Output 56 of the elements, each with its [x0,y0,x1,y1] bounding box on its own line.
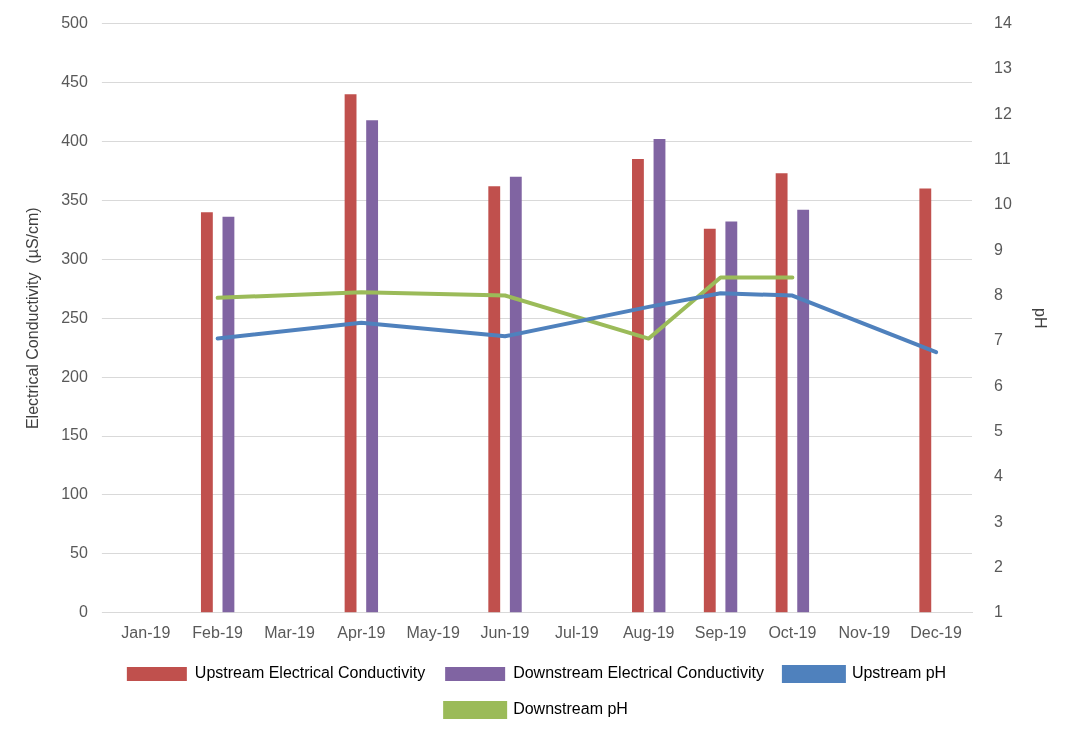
y2-tick-label: 11 [994,149,1011,167]
x-tick-label: Feb-19 [192,623,244,641]
y-tick-label: 450 [61,72,88,90]
x-tick-label: Aug-19 [622,623,675,641]
x-tick-label: Jan-19 [121,623,171,641]
bar [632,159,644,613]
x-tick-label: Mar-19 [264,623,315,641]
bar [919,188,932,613]
x-tick-label: Jun-19 [480,623,530,641]
y-tick-label: 250 [61,308,88,326]
x-tick-label: Sep-19 [694,623,747,641]
y2-tick-label: 2 [994,557,1003,575]
y-tick-label: 200 [61,367,88,385]
legend-label: Upstream Electrical Conductivity [194,664,426,682]
bar [775,173,788,613]
y2-tick-label: 7 [994,331,1003,349]
bar [797,209,810,613]
y-axis-title: Electrical Conductivity (µS/cm) [24,207,42,430]
y2-tick-label: 6 [994,376,1003,394]
bar [725,221,738,613]
bar [200,212,213,613]
x-tick-label: Nov-19 [838,623,891,641]
y2-tick-label: 14 [994,14,1012,32]
y-tick-label: 50 [70,544,88,562]
y2-axis-title: pH [1031,307,1049,329]
y-tick-label: 400 [61,131,88,149]
y2-tick-label: 8 [994,285,1003,303]
bar [344,94,357,613]
x-tick-label: May-19 [406,623,460,641]
bar [703,228,716,613]
legend-label: Downstream pH [513,700,628,718]
y2-tick-label: 9 [994,240,1003,258]
y-tick-label: 150 [61,426,88,444]
bar [509,176,522,613]
y2-tick-label: 4 [994,467,1003,485]
y2-tick-label: 13 [994,59,1012,77]
y2-tick-label: 10 [994,195,1012,213]
y2-tick-label: 12 [994,104,1012,122]
legend-label: Upstream pH [851,664,947,682]
y-tick-label: 300 [61,249,88,267]
y-tick-label: 350 [61,190,88,208]
x-tick-label: Dec-19 [910,623,962,641]
bar [653,139,666,613]
legend-label: Downstream Electrical Conductivity [513,664,764,682]
y2-tick-label: 1 [994,603,1003,621]
y2-tick-label: 5 [994,421,1003,439]
bar [366,120,379,613]
bar [222,216,235,613]
x-tick-label: Jul-19 [555,623,599,641]
x-tick-label: Oct-19 [768,623,817,641]
x-tick-label: Apr-19 [337,623,386,641]
y2-tick-label: 3 [994,512,1003,530]
y-tick-label: 100 [61,485,88,503]
y-tick-label: 500 [61,14,88,32]
y-tick-label: 0 [78,603,88,621]
bar [488,186,501,613]
